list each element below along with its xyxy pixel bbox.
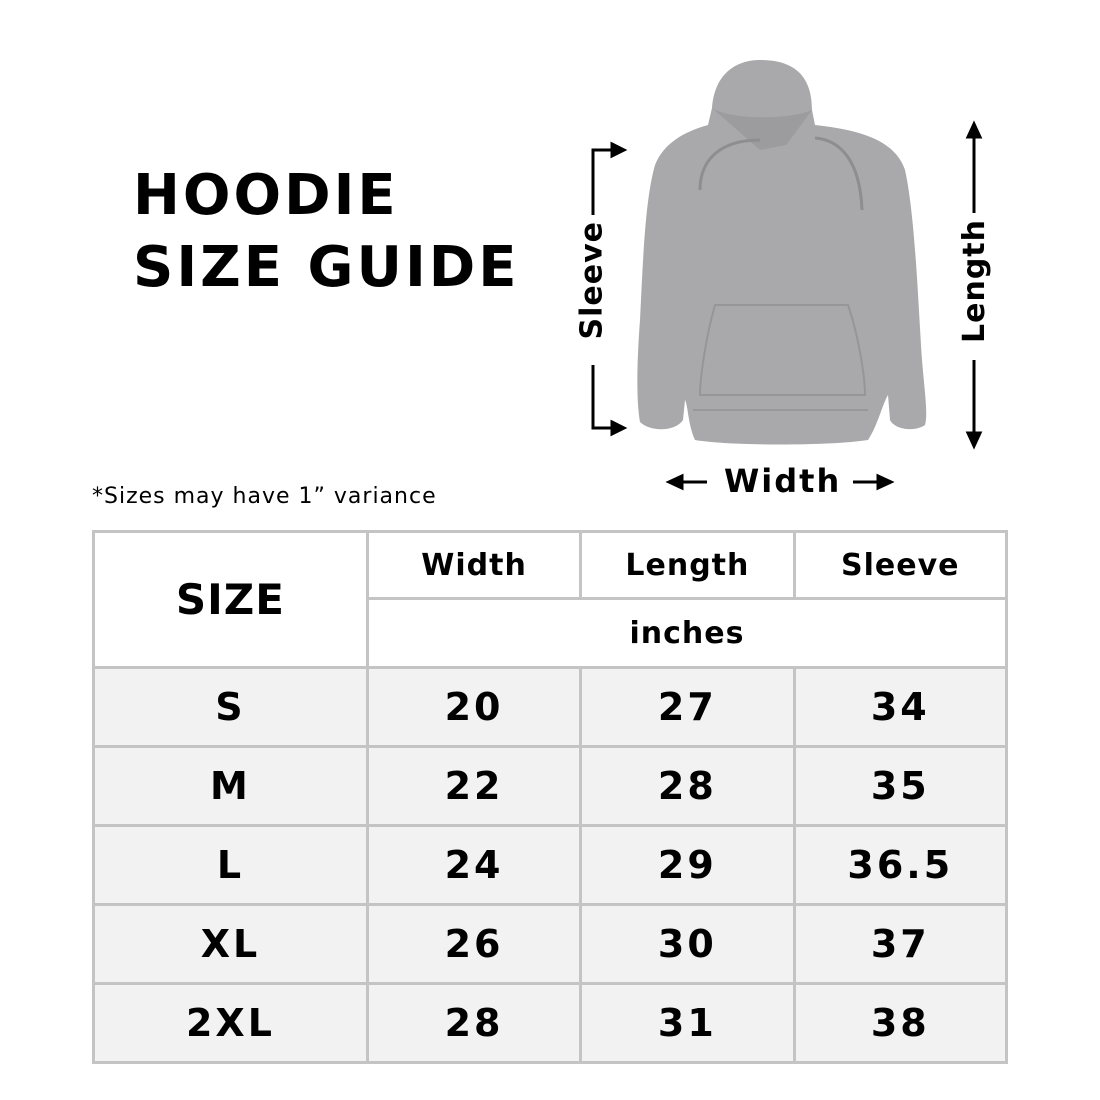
length-cell: 31 bbox=[579, 982, 796, 1064]
size-cell: L bbox=[92, 824, 369, 906]
sleeve-cell: 36.5 bbox=[792, 824, 1009, 906]
column-header-length: Length bbox=[579, 530, 796, 600]
sleeve-cell: 34 bbox=[792, 666, 1009, 748]
size-header: SIZE bbox=[92, 530, 369, 669]
hoodie-diagram bbox=[591, 60, 983, 491]
variance-note: *Sizes may have 1” variance bbox=[92, 484, 437, 509]
title-line-1: HOODIE bbox=[133, 163, 399, 228]
table-row: S 20 27 34 bbox=[92, 666, 1009, 748]
table-row: 2XL 28 31 38 bbox=[92, 982, 1009, 1064]
table-row: XL 26 30 37 bbox=[92, 903, 1009, 985]
hoodie-image bbox=[637, 60, 927, 445]
unit-label: inches bbox=[365, 597, 1009, 669]
column-header-width: Width bbox=[365, 530, 583, 600]
width-cell: 20 bbox=[365, 666, 583, 748]
length-cell: 29 bbox=[579, 824, 796, 906]
width-cell: 28 bbox=[365, 982, 583, 1064]
sleeve-cell: 35 bbox=[792, 745, 1009, 827]
sleeve-arrow-icon bbox=[591, 141, 628, 437]
width-cell: 22 bbox=[365, 745, 583, 827]
length-cell: 28 bbox=[579, 745, 796, 827]
table-row: M 22 28 35 bbox=[92, 745, 1009, 827]
length-label: Length bbox=[957, 219, 992, 343]
size-cell: S bbox=[92, 666, 369, 748]
length-cell: 30 bbox=[579, 903, 796, 985]
width-label: Width bbox=[724, 462, 842, 500]
sleeve-label: Sleeve bbox=[574, 221, 610, 340]
size-cell: XL bbox=[92, 903, 369, 985]
unit-row: inches bbox=[94, 597, 1009, 669]
title-line-2: SIZE GUIDE bbox=[133, 235, 520, 300]
size-cell: 2XL bbox=[92, 982, 369, 1064]
table-header-row: SIZE Width Length Sleeve bbox=[92, 530, 1009, 669]
width-cell: 26 bbox=[365, 903, 583, 985]
width-arrow-icon bbox=[665, 473, 895, 491]
table-row: L 24 29 36.5 bbox=[92, 824, 1009, 906]
sleeve-cell: 37 bbox=[792, 903, 1009, 985]
length-arrow-icon bbox=[965, 120, 983, 450]
sleeve-cell: 38 bbox=[792, 982, 1009, 1064]
length-cell: 27 bbox=[579, 666, 796, 748]
width-cell: 24 bbox=[365, 824, 583, 906]
size-cell: M bbox=[92, 745, 369, 827]
size-table: SIZE Width Length Sleeve inches S 20 27 … bbox=[92, 530, 1009, 1064]
column-header-sleeve: Sleeve bbox=[792, 530, 1009, 600]
page-title: HOODIE SIZE GUIDE bbox=[133, 160, 520, 304]
